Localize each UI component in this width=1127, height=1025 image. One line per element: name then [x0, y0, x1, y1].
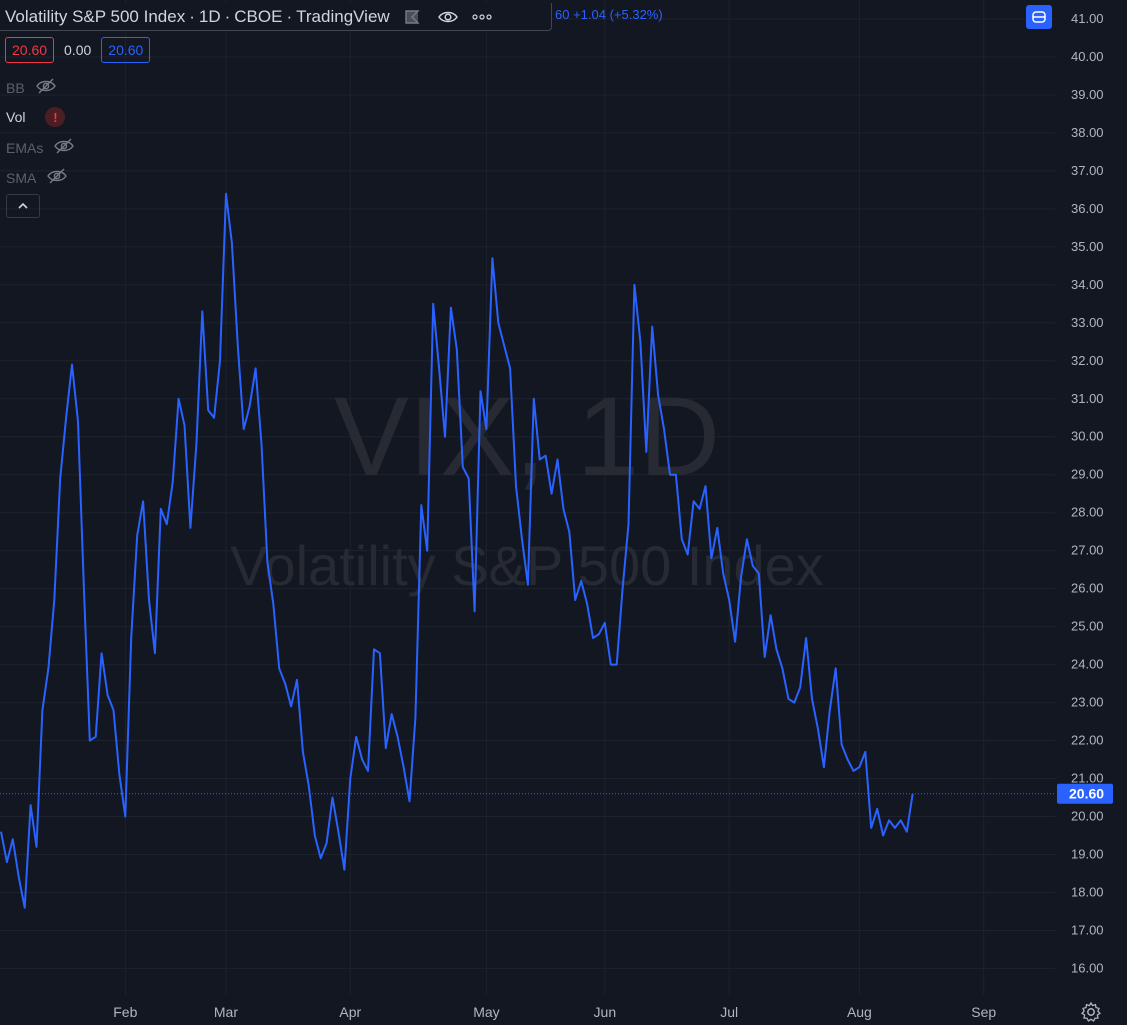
chart-plot-area[interactable]: VIX, 1D Volatility S&P 500 Index: [0, 0, 1055, 995]
grid-lines: [0, 0, 1055, 995]
indicator-bb[interactable]: BB: [6, 78, 57, 97]
indicator-vol[interactable]: Vol !: [6, 107, 66, 127]
collapse-indicators-button[interactable]: [6, 194, 40, 218]
watermark-symbol: VIX, 1D: [334, 374, 720, 499]
price-change: 60 +1.04 (+5.32%): [555, 7, 663, 22]
symbol-header[interactable]: Volatility S&P 500 Index · 1D · CBOE · T…: [0, 3, 552, 31]
symbol-title[interactable]: Volatility S&P 500 Index: [5, 6, 186, 26]
eye-icon[interactable]: [437, 10, 458, 24]
eye-hidden-icon[interactable]: [35, 78, 57, 97]
y-tick-label: 17.00: [1071, 922, 1104, 937]
value-row: 20.60 0.00 20.60: [5, 37, 151, 63]
x-tick-label: Jun: [594, 1004, 617, 1020]
indicator-label[interactable]: Vol: [6, 109, 26, 125]
y-tick-label: 30.00: [1071, 429, 1104, 444]
y-tick-label: 25.00: [1071, 619, 1104, 634]
y-tick-label: 31.00: [1071, 391, 1104, 406]
y-tick-label: 21.00: [1071, 771, 1104, 786]
bid-value: 20.60: [5, 37, 55, 63]
last-value-label: 20.60: [1069, 786, 1104, 802]
separator: ·: [224, 6, 231, 26]
indicator-sma[interactable]: SMA: [6, 168, 68, 187]
indicator-label[interactable]: BB: [6, 79, 25, 96]
y-tick-label: 29.00: [1071, 467, 1104, 482]
x-tick-label: May: [473, 1004, 499, 1020]
x-tick-label: Jul: [720, 1004, 738, 1020]
y-tick-label: 39.00: [1071, 87, 1104, 102]
time-axis[interactable]: Feb Mar Apr May Jun Jul Aug Sep: [0, 995, 1055, 1025]
spread-value: 0.00: [64, 42, 92, 58]
indicator-label[interactable]: SMA: [6, 169, 37, 186]
price-chart[interactable]: VIX, 1D Volatility S&P 500 Index: [0, 0, 1055, 995]
x-tick-label: Sep: [971, 1004, 996, 1020]
y-tick-label: 36.00: [1071, 201, 1104, 216]
y-tick-label: 35.00: [1071, 239, 1104, 254]
indicator-label[interactable]: EMAs: [6, 139, 44, 156]
eye-hidden-icon[interactable]: [46, 168, 68, 187]
compare-toggle-button[interactable]: [1026, 5, 1052, 29]
x-tick-label: Apr: [339, 1004, 361, 1020]
y-tick-label: 28.00: [1071, 505, 1104, 520]
y-tick-label: 20.00: [1071, 809, 1104, 824]
separator: ·: [286, 6, 293, 26]
y-tick-label: 40.00: [1071, 49, 1104, 64]
eye-hidden-icon[interactable]: [53, 138, 75, 157]
y-tick-label: 24.00: [1071, 657, 1104, 672]
exchange-label: CBOE: [234, 6, 283, 26]
error-icon[interactable]: !: [45, 107, 66, 127]
interval-label[interactable]: 1D: [198, 6, 221, 26]
x-tick-label: Mar: [214, 1004, 238, 1020]
y-tick-label: 34.00: [1071, 277, 1104, 292]
x-tick-label: Aug: [847, 1004, 872, 1020]
x-tick-label: Feb: [113, 1004, 137, 1020]
price-axis[interactable]: 16.00 17.00 18.00 19.00 20.00 21.00 22.00 23.00…: [1055, 0, 1127, 995]
y-tick-label: 32.00: [1071, 353, 1104, 368]
y-tick-label: 41.00: [1071, 11, 1104, 26]
gear-icon[interactable]: [1080, 1001, 1102, 1023]
watermark-description: Volatility S&P 500 Index: [230, 534, 824, 597]
last-value-tag: [1057, 783, 1113, 804]
toggle-icon: [1032, 11, 1046, 23]
source-label: TradingView: [296, 6, 390, 26]
series-group: [0, 192, 914, 909]
watermark: VIX, 1D Volatility S&P 500 Index: [230, 374, 824, 597]
separator: ·: [189, 6, 195, 26]
more-options-icon[interactable]: [472, 13, 492, 20]
y-tick-label: 23.00: [1071, 695, 1104, 710]
indicator-emas[interactable]: EMAs: [6, 138, 75, 157]
flag-icon[interactable]: [404, 9, 420, 25]
y-tick-label: 27.00: [1071, 543, 1104, 558]
y-tick-label: 37.00: [1071, 163, 1104, 178]
y-tick-label: 38.00: [1071, 125, 1104, 140]
ask-value: 20.60: [101, 37, 151, 63]
y-tick-label: 18.00: [1071, 884, 1104, 899]
y-tick-label: 19.00: [1071, 846, 1104, 861]
time-axis-svg[interactable]: Feb Mar Apr May Jun Jul Aug Sep: [0, 995, 1055, 1025]
price-axis-svg[interactable]: 16.00 17.00 18.00 19.00 20.00 21.00 22.00 23.00…: [1055, 0, 1127, 995]
y-tick-label: 22.00: [1071, 733, 1104, 748]
y-tick-label: 33.00: [1071, 315, 1104, 330]
chevron-up-icon: [18, 202, 28, 209]
series-line[interactable]: [0, 192, 914, 909]
y-tick-label: 16.00: [1071, 960, 1104, 975]
y-tick-label: 26.00: [1071, 581, 1104, 596]
